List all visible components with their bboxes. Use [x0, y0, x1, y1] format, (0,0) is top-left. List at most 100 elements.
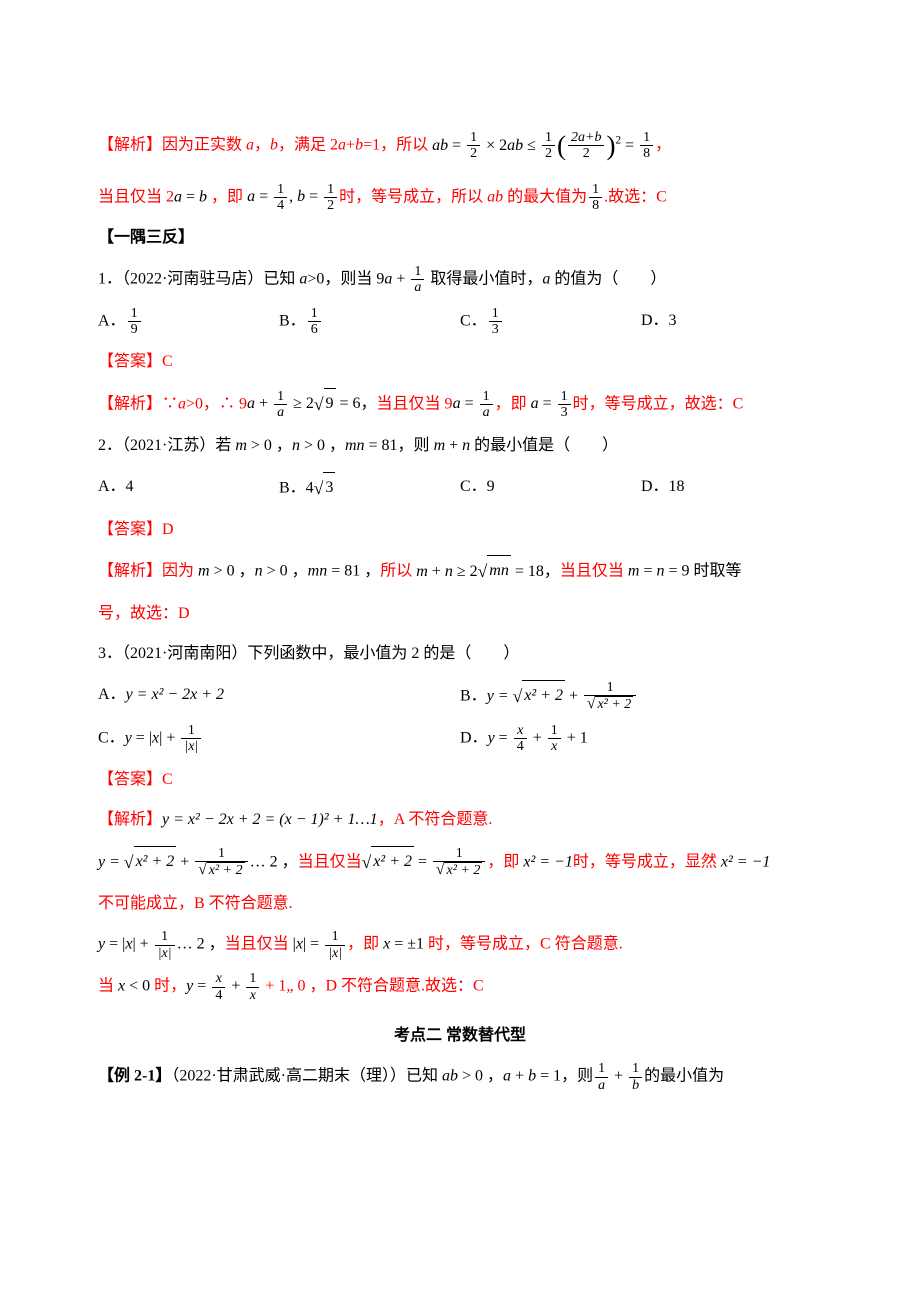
t: C． [460, 312, 487, 329]
t: |x| [155, 946, 175, 961]
q1-optD: D．3 [641, 306, 822, 338]
q2-options: A．4 B．43 C．9 D．18 [98, 472, 822, 505]
t: 1 [629, 1061, 642, 1077]
t: x [246, 988, 259, 1003]
q3-exp2: y = x² + 2 + 1x² + 2… 2 ，当且仅当x² + 2 = 1x… [98, 846, 822, 879]
q1-optC: C．13 [460, 306, 641, 338]
t: + [565, 687, 582, 704]
t: = 9 时取等 [664, 563, 741, 580]
t: B． [279, 312, 306, 329]
t: 当且仅当 [225, 936, 289, 953]
q1-optB: B．16 [279, 306, 460, 338]
t: 1 [128, 306, 141, 322]
q2-optB: B．43 [279, 472, 460, 505]
t: > 0 ， [300, 437, 345, 454]
t: | + [132, 936, 152, 953]
q3-optB: B．y = x² + 2 + 1x² + 2 [460, 680, 822, 713]
t: 8 [589, 198, 602, 213]
t: 1 [308, 306, 321, 322]
t: 2 [467, 146, 480, 161]
t: 的值为（ ） [550, 270, 666, 287]
t: 9 [324, 388, 336, 421]
q2-optA: A．4 [98, 472, 279, 505]
t: a [453, 395, 461, 412]
t: ab [507, 137, 523, 154]
t: 4 [514, 739, 527, 754]
t: x [296, 936, 303, 953]
t: 1 [411, 264, 424, 280]
t: 1 [589, 182, 602, 198]
q3-options-row1: A．y = x² − 2x + 2 B．y = x² + 2 + 1x² + 2 [98, 680, 822, 713]
t: n [445, 563, 453, 580]
t: = [539, 395, 556, 412]
t: 【例 2-1】 [98, 1068, 171, 1085]
q3-answer: 【答案】C [98, 765, 822, 795]
t: B． [460, 687, 487, 704]
t: = [193, 978, 210, 995]
t: b [355, 137, 363, 154]
q3-options-row2: C．y = |x| + 1|x| D．y = x4 + 1x + 1 [98, 723, 822, 755]
t: x [548, 739, 561, 754]
t: >0，∴ 9 [186, 395, 247, 412]
t: ab [442, 1068, 458, 1085]
t: = | [132, 730, 152, 747]
explain-top-line2: 当且仅当 2a = b ，即 a = 14, b = 12时，等号成立，所以 a… [98, 182, 822, 214]
q3-exp3: 不可能成立，B 不符合题意. [98, 889, 822, 919]
t: = 18， [511, 563, 560, 580]
t: 当且仅当 [560, 563, 628, 580]
t: 4 [212, 988, 225, 1003]
t: >0，则当 9 [307, 270, 384, 287]
t: 1 [181, 723, 201, 739]
t: + [610, 1068, 627, 1085]
t: （2022·甘肃武威·高二期末（理））已知 [171, 1068, 442, 1085]
t: ≤ [523, 137, 540, 154]
t: a [274, 405, 287, 420]
t: 1 [155, 929, 175, 945]
t: 6 [308, 322, 321, 337]
t: 1 [274, 182, 287, 198]
t: | + [159, 730, 179, 747]
t: ab [432, 137, 448, 154]
t: a [595, 1078, 608, 1093]
t: 1 [274, 389, 287, 405]
t: × 2 [482, 137, 507, 154]
t: 的最大值为 [503, 188, 587, 205]
t: 1 [548, 723, 561, 739]
q1-explain: 【解析】∵a>0，∴ 9a + 1a ≥ 29 = 6，当且仅当 9a = 1a… [98, 388, 822, 421]
t: > 0 ， [263, 563, 308, 580]
t: 2 [542, 146, 555, 161]
t: 2 [568, 146, 604, 161]
t: 1 [595, 1061, 608, 1077]
t: + [227, 978, 244, 995]
q3-exp5: 当 x < 0 时，y = x4 + 1x + 1„ 0 ，D 不符合题意.故选… [98, 971, 822, 1003]
t: = [621, 137, 638, 154]
t: 当且仅当 9 [377, 395, 453, 412]
t: 当且仅当 2 [98, 188, 174, 205]
t: ，即 [347, 936, 383, 953]
t: y = [487, 687, 513, 704]
t: mn [345, 437, 365, 454]
q2-explain-1: 【解析】因为 m > 0 ，n > 0 ，mn = 81 ，所以 m + n ≥… [98, 555, 822, 588]
t: 1 [325, 929, 345, 945]
t: = 1，则 [536, 1068, 593, 1085]
t: 时，等号成立，所以 [339, 188, 487, 205]
t: 当且仅当 [298, 853, 362, 870]
t: m [628, 563, 640, 580]
t: mn [487, 555, 511, 588]
t: = 6， [336, 395, 377, 412]
t: a [247, 188, 255, 205]
t: x² + 2 [371, 846, 414, 879]
t: |x| [181, 739, 201, 754]
t: m [434, 437, 446, 454]
t: 1．（2022·河南驻马店）已知 [98, 270, 299, 287]
t: 3 [489, 322, 502, 337]
section2-title: 考点二 常数替代型 [98, 1021, 822, 1051]
explain-top-line1: 【解析】因为正实数 a，b，满足 2a+b=1，所以 ab = 12 × 2ab… [98, 120, 822, 172]
t: + [529, 730, 546, 747]
t: 3 [558, 405, 571, 420]
t: a [247, 395, 255, 412]
t: y = [98, 853, 124, 870]
t: ，即 [207, 188, 247, 205]
t: b [199, 188, 207, 205]
t: 1 [489, 306, 502, 322]
